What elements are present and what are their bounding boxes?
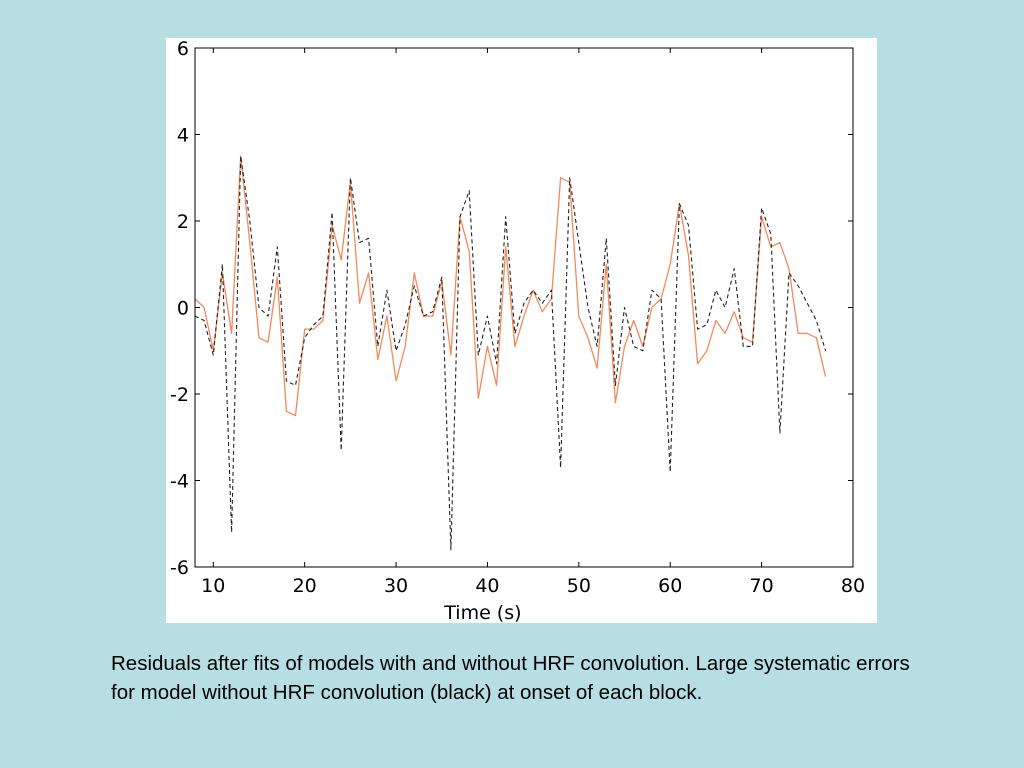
figure-caption: Residuals after fits of models with and … bbox=[111, 652, 910, 704]
x-tick-label: 40 bbox=[475, 575, 499, 597]
y-tick-label: -6 bbox=[170, 557, 189, 579]
x-tick-label: 60 bbox=[658, 575, 682, 597]
figure-panel: -6 -4 -2 0 2 4 6 10 20 30 40 50 60 70 80 Time (s) bbox=[166, 38, 877, 623]
x-axis-label: Time (s) bbox=[443, 602, 521, 623]
series-line-orange bbox=[194, 155, 827, 417]
y-tick-label: -4 bbox=[170, 471, 189, 493]
x-tick-label: 10 bbox=[201, 575, 225, 597]
ticks-layer: -6 -4 -2 0 2 4 6 10 20 30 40 50 60 70 80 bbox=[170, 38, 865, 597]
y-tick-label: -2 bbox=[170, 384, 189, 406]
y-tick-label: 0 bbox=[177, 298, 189, 320]
x-tick-label: 80 bbox=[841, 575, 865, 597]
y-tick-label: 4 bbox=[177, 125, 189, 147]
x-tick-label: 30 bbox=[384, 575, 408, 597]
x-tick-label: 70 bbox=[750, 575, 774, 597]
plot-frame bbox=[194, 47, 854, 568]
series-layer bbox=[194, 155, 827, 551]
series-line-black-dashed bbox=[194, 155, 827, 551]
x-tick-label: 50 bbox=[567, 575, 591, 597]
residuals-chart: -6 -4 -2 0 2 4 6 10 20 30 40 50 60 70 80 Time (s) bbox=[170, 38, 865, 623]
y-tick-label: 2 bbox=[177, 211, 189, 233]
y-tick-label: 6 bbox=[177, 38, 189, 60]
x-tick-label: 20 bbox=[293, 575, 317, 597]
